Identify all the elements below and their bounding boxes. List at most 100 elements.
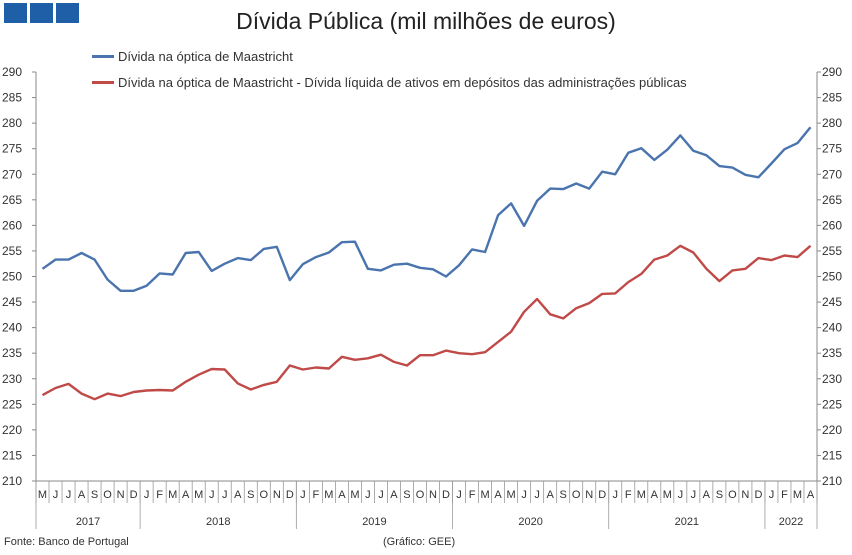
year-label: 2021: [675, 516, 699, 528]
month-label: A: [390, 489, 398, 501]
month-label: N: [117, 489, 125, 501]
y-tick-label-left: 215: [2, 448, 22, 462]
month-label: M: [663, 489, 672, 501]
month-label: M: [194, 489, 203, 501]
month-label: J: [769, 489, 775, 501]
y-tick-label-right: 285: [822, 91, 842, 105]
logo-square-1: [4, 3, 27, 23]
y-tick-label-left: 230: [2, 372, 22, 386]
y-tick-label-left: 255: [2, 244, 22, 258]
month-label: A: [182, 489, 190, 501]
y-tick-label-right: 215: [822, 448, 842, 462]
month-label: O: [416, 489, 425, 501]
y-tick-label-right: 260: [822, 218, 842, 232]
y-tick-label-left: 210: [2, 474, 22, 488]
year-label: 2017: [76, 516, 100, 528]
y-tick-label-left: 290: [2, 65, 22, 79]
series-line-net-debt: [41, 244, 812, 401]
month-label: M: [637, 489, 646, 501]
y-tick-label-left: 270: [2, 167, 22, 181]
month-label: J: [691, 489, 697, 501]
month-label: J: [300, 489, 306, 501]
month-label: S: [716, 489, 723, 501]
chart-credit: (Gráfico: GEE): [383, 536, 456, 548]
y-tick-label-left: 220: [2, 423, 22, 437]
y-tick-label-left: 250: [2, 270, 22, 284]
y-tick-label-right: 210: [822, 474, 842, 488]
month-label: A: [807, 489, 815, 501]
y-tick-label-right: 240: [822, 321, 842, 335]
month-label: N: [741, 489, 749, 501]
y-tick-label-right: 280: [822, 116, 842, 130]
month-label: M: [324, 489, 333, 501]
month-label: J: [66, 489, 72, 501]
month-label: J: [365, 489, 371, 501]
y-tick-label-right: 265: [822, 193, 842, 207]
month-label: D: [754, 489, 762, 501]
month-label: A: [78, 489, 86, 501]
month-label: J: [456, 489, 462, 501]
month-label: M: [507, 489, 516, 501]
month-label: J: [378, 489, 384, 501]
y-tick-label-right: 270: [822, 167, 842, 181]
y-tick-label-right: 235: [822, 346, 842, 360]
month-label: J: [222, 489, 228, 501]
month-label: N: [585, 489, 593, 501]
y-tick-label-left: 225: [2, 397, 22, 411]
y-tick-label-left: 260: [2, 218, 22, 232]
y-tick-label-right: 225: [822, 397, 842, 411]
chart-title: Dívida Pública (mil milhões de euros): [236, 8, 616, 34]
month-label: D: [130, 489, 138, 501]
month-label: M: [793, 489, 802, 501]
y-tick-label-right: 290: [822, 65, 842, 79]
month-label: F: [156, 489, 163, 501]
month-label: S: [403, 489, 410, 501]
month-label: J: [521, 489, 527, 501]
month-label: J: [534, 489, 540, 501]
month-label: F: [781, 489, 788, 501]
legend-swatch-blue: [92, 55, 114, 58]
logo-squares-icon: [4, 3, 79, 23]
y-tick-label-left: 275: [2, 142, 22, 156]
month-label: J: [209, 489, 215, 501]
y-tick-label-left: 235: [2, 346, 22, 360]
year-label: 2020: [518, 516, 542, 528]
logo-square-2: [30, 3, 53, 23]
month-label: A: [338, 489, 346, 501]
month-label: M: [480, 489, 489, 501]
month-label: A: [494, 489, 502, 501]
month-label: O: [572, 489, 581, 501]
series-line-maastricht: [41, 126, 812, 292]
y-tick-label-right: 245: [822, 295, 842, 309]
y-tick-label-right: 230: [822, 372, 842, 386]
month-label: N: [429, 489, 437, 501]
month-label: A: [651, 489, 659, 501]
month-label: O: [260, 489, 269, 501]
month-label: D: [286, 489, 294, 501]
legend-label-maastricht: Dívida na óptica de Maastricht: [118, 49, 293, 64]
month-label: J: [53, 489, 59, 501]
month-label: D: [442, 489, 450, 501]
month-label: M: [350, 489, 359, 501]
legend-label-net-debt: Dívida na óptica de Maastricht - Dívida …: [118, 75, 687, 90]
legend-item-net-debt: Dívida na óptica de Maastricht - Dívida …: [92, 75, 687, 90]
month-label: F: [469, 489, 476, 501]
month-label: O: [728, 489, 737, 501]
y-tick-label-left: 280: [2, 116, 22, 130]
year-label: 2018: [206, 516, 230, 528]
year-label: 2019: [362, 516, 386, 528]
month-label: F: [312, 489, 319, 501]
month-label: M: [168, 489, 177, 501]
y-tick-label-right: 250: [822, 270, 842, 284]
legend-item-maastricht: Dívida na óptica de Maastricht: [92, 49, 293, 64]
month-label: O: [103, 489, 112, 501]
month-label: N: [273, 489, 281, 501]
y-tick-label-right: 255: [822, 244, 842, 258]
month-label: A: [234, 489, 242, 501]
month-label: J: [144, 489, 150, 501]
month-label: S: [560, 489, 567, 501]
y-tick-label-left: 265: [2, 193, 22, 207]
month-label: D: [598, 489, 606, 501]
month-label: J: [678, 489, 684, 501]
